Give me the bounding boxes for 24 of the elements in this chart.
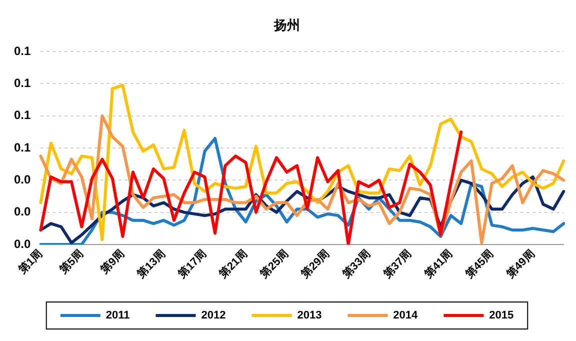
x-tick-label: 第49周 — [503, 247, 538, 282]
legend-label: 2012 — [201, 310, 226, 322]
legend-label: 2014 — [393, 310, 419, 322]
x-tick-label: 第37周 — [380, 247, 414, 282]
x-tick-label: 第13周 — [134, 247, 168, 282]
x-tick-label: 第29周 — [298, 247, 332, 282]
x-tick-label: 第9周 — [97, 247, 127, 277]
y-tick-label: 0.1 — [14, 76, 31, 90]
x-tick-label: 第41周 — [421, 247, 456, 282]
x-tick-label: 第5周 — [56, 247, 86, 277]
legend-label: 2015 — [489, 310, 514, 322]
legend-label: 2013 — [297, 310, 322, 322]
chart-title: 扬州 — [273, 17, 300, 32]
y-tick-label: 0.1 — [14, 140, 31, 154]
x-tick-label: 第21周 — [216, 247, 250, 282]
x-tick-label: 第45周 — [462, 247, 496, 282]
x-tick-label: 第17周 — [174, 247, 210, 282]
x-tick-label: 第25周 — [256, 247, 292, 282]
y-tick-label: 0.1 — [14, 44, 31, 58]
x-tick-label: 第33周 — [338, 247, 374, 282]
y-tick-label: 0.0 — [14, 204, 31, 219]
y-tick-label: 0.1 — [14, 108, 31, 122]
legend-label: 2011 — [106, 310, 130, 322]
y-tick-label: 0.0 — [14, 172, 31, 186]
